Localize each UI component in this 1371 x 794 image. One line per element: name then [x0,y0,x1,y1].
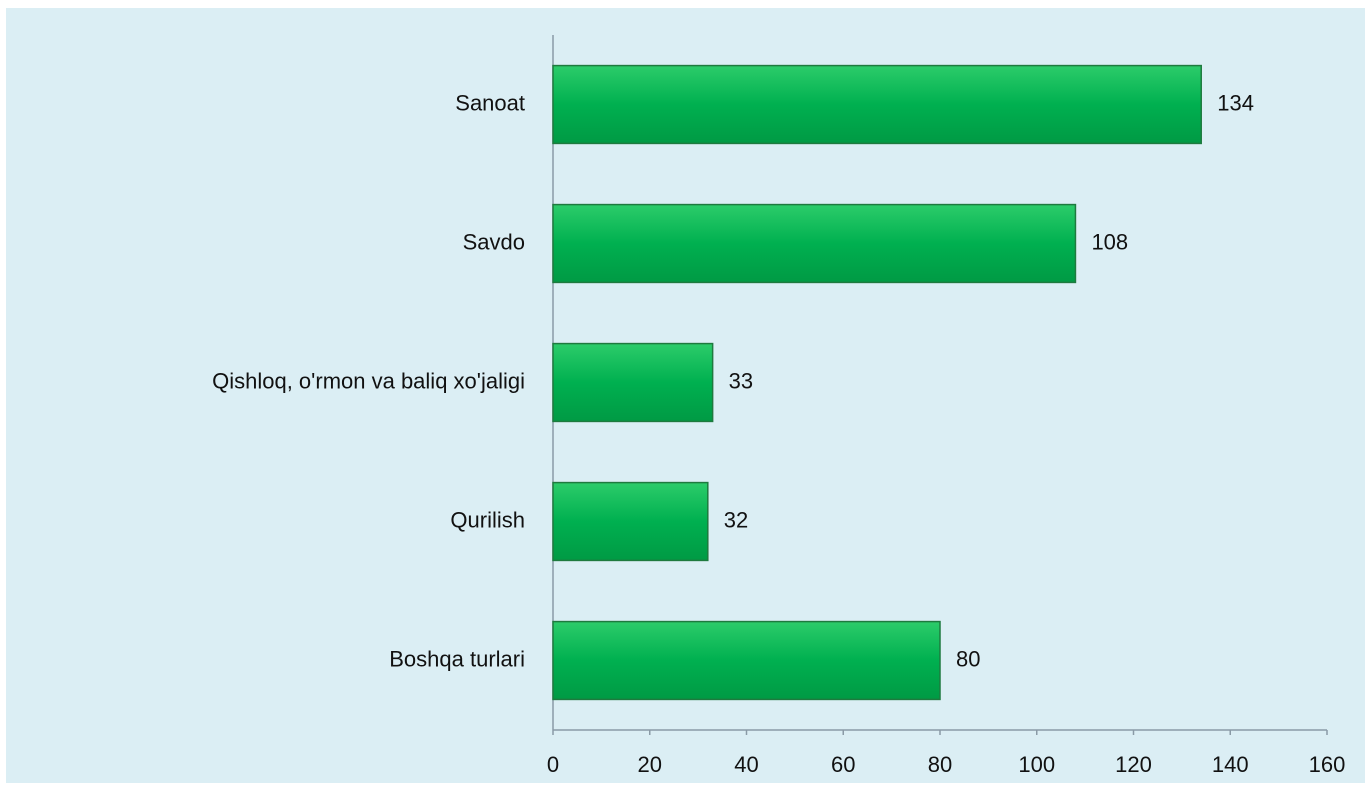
bar [552,620,941,701]
x-tick-label: 120 [1115,752,1152,777]
value-label: 134 [1217,90,1254,115]
bar [552,203,1077,284]
value-label: 80 [956,646,980,671]
value-label: 33 [729,368,753,393]
y-tick-label: Savdo [463,229,525,254]
value-label: 32 [724,507,748,532]
bar [552,64,1202,145]
y-tick-label: Sanoat [455,90,525,115]
x-tick-label: 20 [638,752,662,777]
x-tick-label: 80 [928,752,952,777]
x-tick-label: 140 [1212,752,1249,777]
x-tick-label: 160 [1309,752,1346,777]
y-tick-label: Qurilish [450,507,525,532]
x-tick-label: 100 [1018,752,1055,777]
x-tick-label: 0 [547,752,559,777]
y-tick-label: Qishloq, o'rmon va baliq xo'jaligi [212,368,525,393]
x-tick-label: 60 [831,752,855,777]
x-tick-label: 40 [734,752,758,777]
bar [552,342,714,423]
bar [552,481,709,562]
value-label: 108 [1091,229,1128,254]
y-tick-label: Boshqa turlari [389,646,525,671]
